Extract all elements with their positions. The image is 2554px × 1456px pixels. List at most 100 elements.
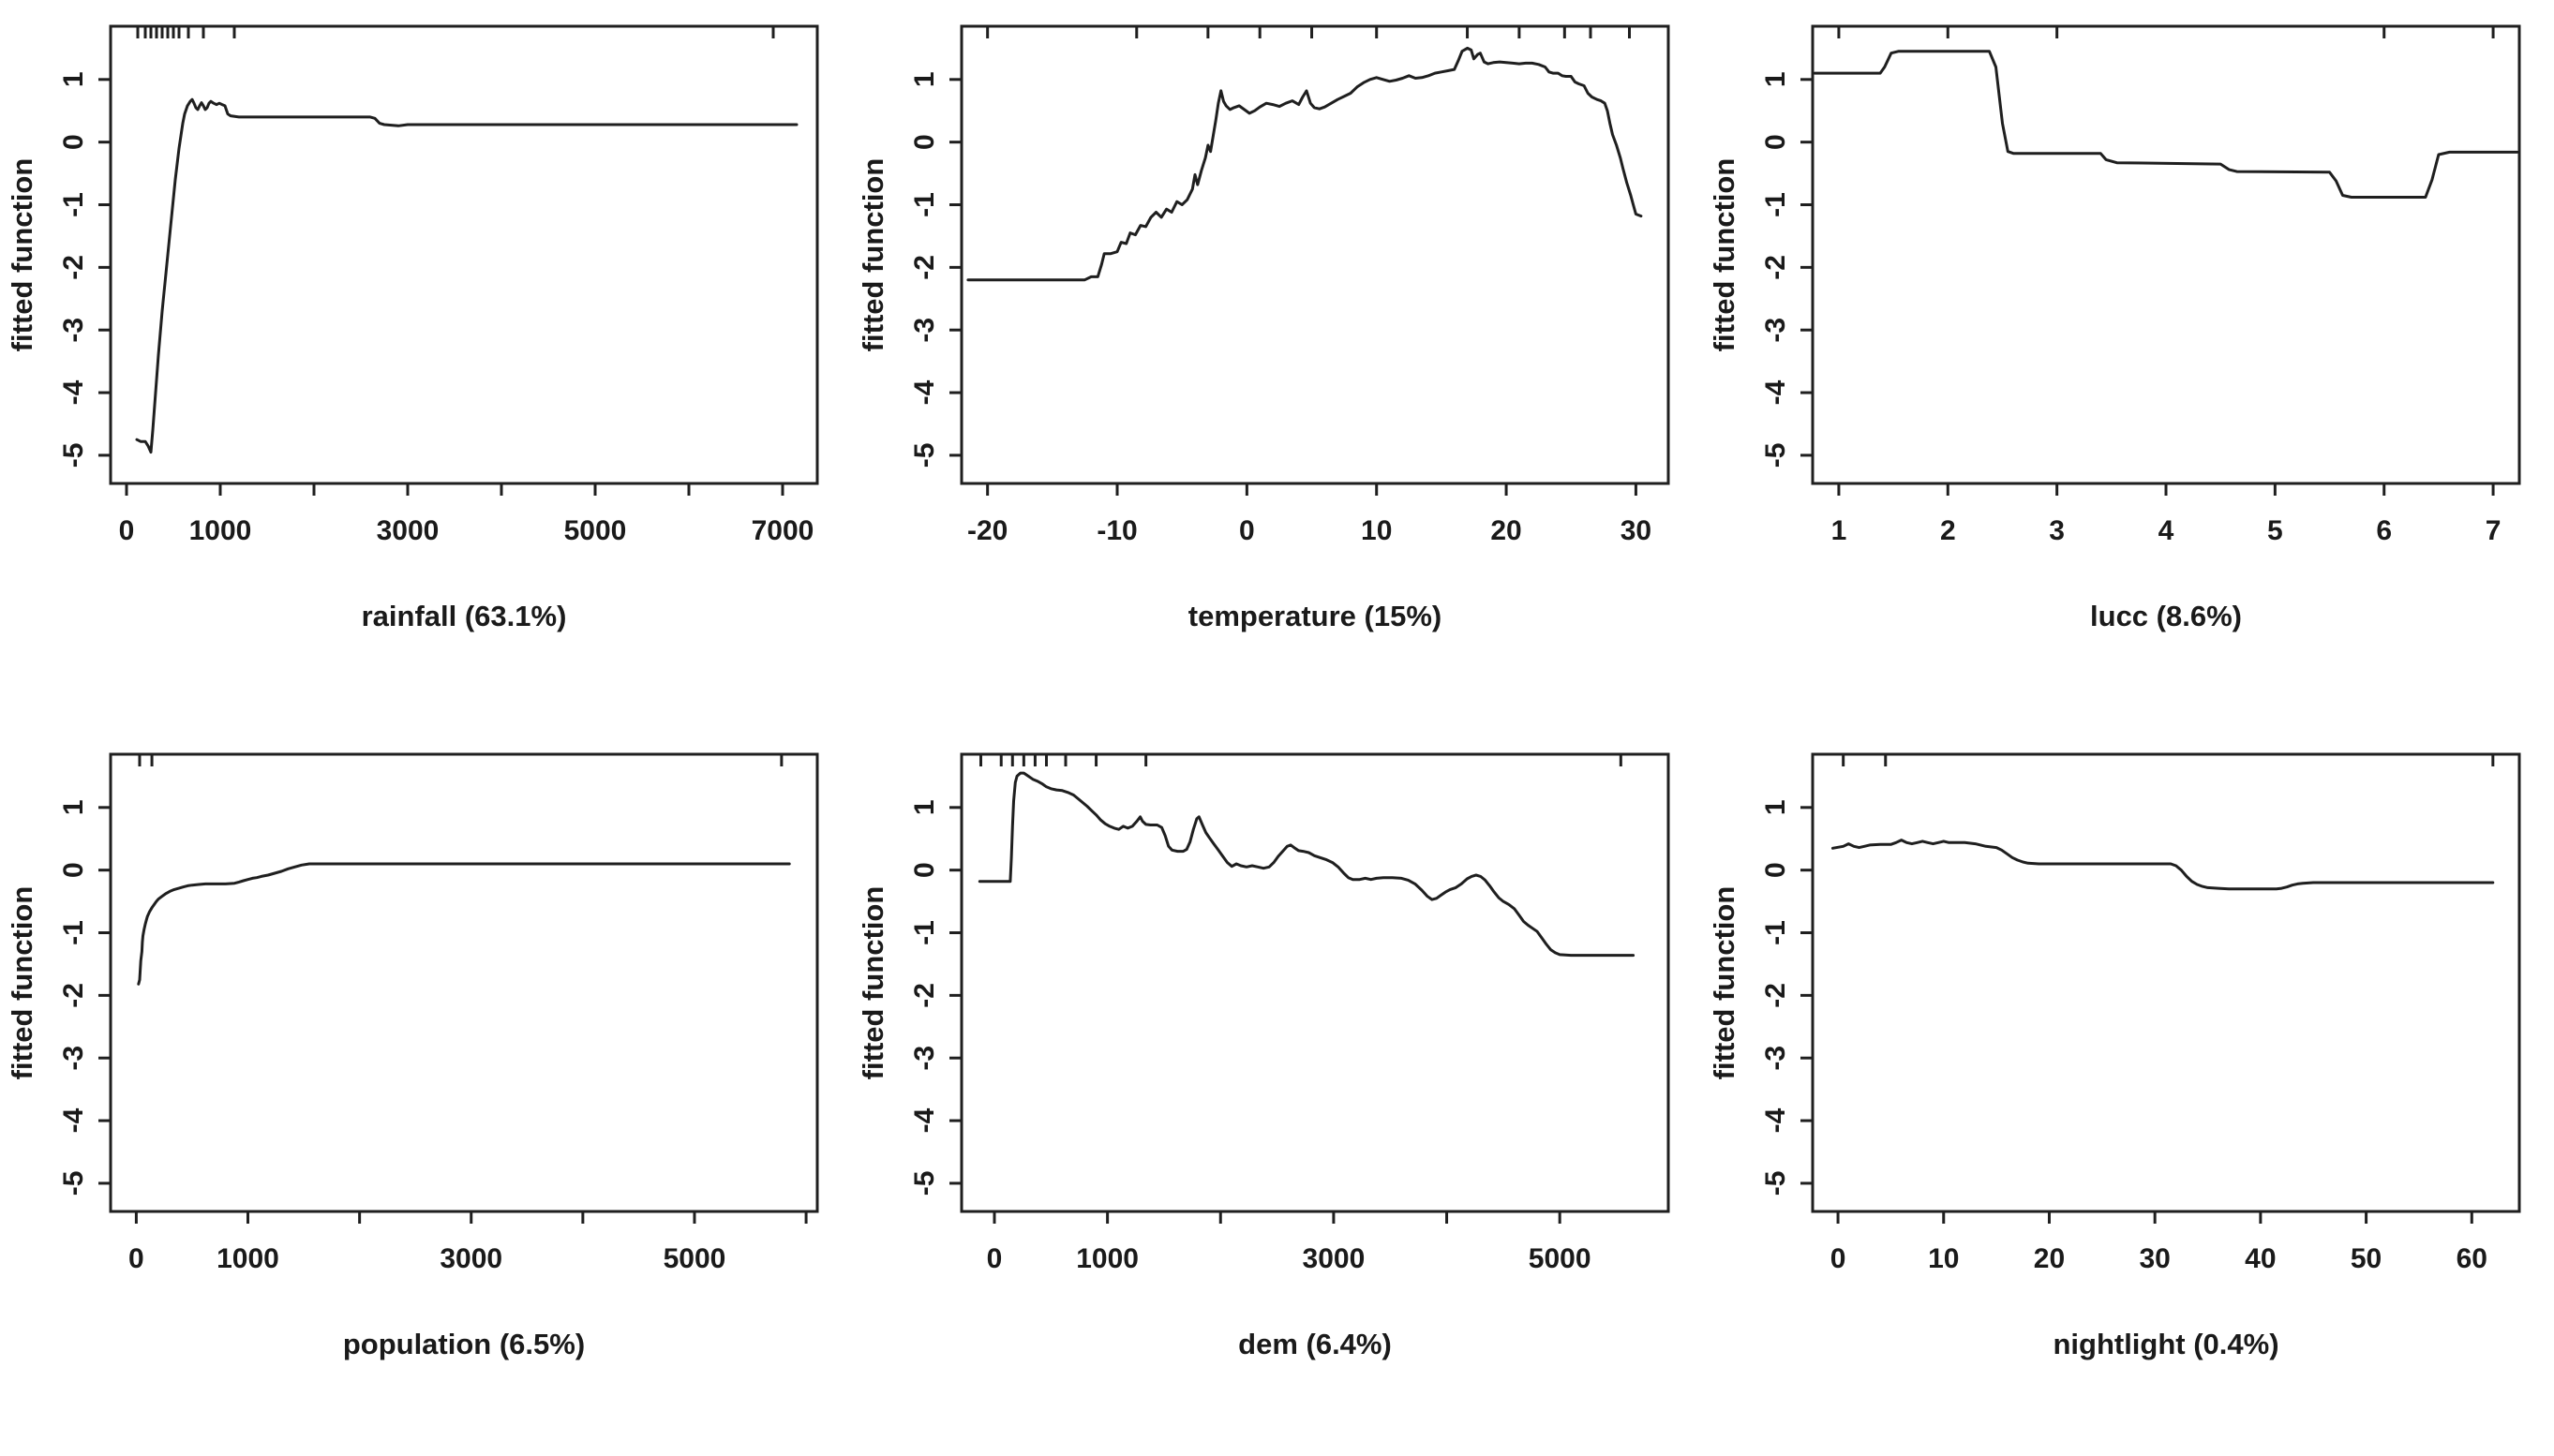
- x-tick-label: 1000: [1076, 1243, 1139, 1274]
- y-tick-label: -4: [58, 1107, 89, 1133]
- fitted-function-curve: [135, 97, 799, 454]
- y-tick-label: -5: [1760, 1171, 1791, 1196]
- y-tick-label: 0: [909, 134, 940, 150]
- x-tick-label: 0: [119, 515, 135, 546]
- plot-box: [109, 24, 819, 485]
- y-tick-label: -1: [909, 192, 940, 217]
- y-axis-label: fitted function: [857, 158, 889, 352]
- y-tick-label: 1: [909, 71, 940, 87]
- y-tick-label: -2: [909, 255, 940, 280]
- subplot-svg-dem: 0 1000 3000 5000 1 0 -1 -2 -3 -4 -5 dem (6.4%) fitte…: [857, 752, 1670, 1360]
- x-tick-label: 20: [1490, 515, 1521, 546]
- x-axis-label: nightlight (0.4%): [2053, 1328, 2278, 1360]
- x-tick-label: 3: [2049, 515, 2065, 546]
- y-tick-label: -2: [58, 983, 89, 1008]
- y-tick-label: 0: [1760, 134, 1791, 150]
- y-tick-label: -3: [1760, 318, 1791, 343]
- x-tick-label: 1000: [217, 1243, 279, 1274]
- y-tick-label: 1: [58, 799, 89, 815]
- y-axis-label: fitted function: [6, 158, 38, 352]
- y-tick-label: -5: [1760, 443, 1791, 468]
- plot-box: [960, 24, 1670, 485]
- x-tick-label: 5000: [1529, 1243, 1591, 1274]
- x-axis-label: rainfall (63.1%): [362, 600, 567, 632]
- x-tick-label: 3000: [440, 1243, 502, 1274]
- y-tick-label: -4: [909, 1107, 940, 1133]
- x-tick-label: 50: [2351, 1243, 2382, 1274]
- y-tick-label: -4: [58, 379, 89, 405]
- plot-box: [960, 752, 1670, 1213]
- x-tick-label: 7: [2486, 515, 2502, 546]
- y-tick-label: 1: [1760, 71, 1791, 87]
- y-axis-label: fitted function: [857, 886, 889, 1080]
- y-tick-label: -3: [909, 318, 940, 343]
- x-tick-label: 30: [2139, 1243, 2170, 1274]
- x-tick-label: 30: [1621, 515, 1651, 546]
- y-tick-label: -1: [1760, 920, 1791, 945]
- y-tick-label: 1: [1760, 799, 1791, 815]
- x-tick-label: 1: [1831, 515, 1847, 546]
- y-tick-label: -4: [1760, 1107, 1791, 1133]
- subplot-lucc: 1 2 3 4 5 6 7 1 0 -1 -2 -3 -4 -5 lucc (8.6%) fitted fun…: [1702, 0, 2553, 728]
- y-tick-label: -2: [909, 983, 940, 1008]
- y-tick-label: 0: [58, 134, 89, 150]
- y-tick-label: -4: [1760, 379, 1791, 405]
- x-tick-label: 0: [128, 1243, 144, 1274]
- x-tick-label: 0: [987, 1243, 1003, 1274]
- y-tick-label: -5: [58, 1171, 89, 1196]
- y-tick-label: -2: [1760, 983, 1791, 1008]
- y-tick-label: -1: [58, 192, 89, 217]
- x-axis-label: population (6.5%): [343, 1328, 585, 1360]
- y-tick-label: -5: [58, 443, 89, 468]
- y-tick-label: -3: [1760, 1046, 1791, 1071]
- fitted-function-curve: [1813, 50, 2519, 199]
- x-tick-label: 5: [2267, 515, 2283, 546]
- x-tick-label: 7000: [752, 515, 814, 546]
- x-axis-label: lucc (8.6%): [2090, 600, 2242, 632]
- x-tick-label: 0: [1239, 515, 1255, 546]
- y-tick-label: -3: [58, 318, 89, 343]
- y-tick-label: 1: [58, 71, 89, 87]
- x-tick-label: 3000: [377, 515, 440, 546]
- y-tick-label: -5: [909, 1171, 940, 1196]
- subplot-svg-population: 0 1000 3000 5000 1 0 -1 -2 -3 -4 -5 population (6.5…: [6, 752, 819, 1360]
- x-tick-label: 5000: [564, 515, 627, 546]
- x-tick-label: 10: [1361, 515, 1392, 546]
- x-axis-label: temperature (15%): [1188, 600, 1441, 632]
- plot-box: [1811, 752, 2521, 1213]
- subplot-dem: 0 1000 3000 5000 1 0 -1 -2 -3 -4 -5 dem (6.4%) fitte…: [851, 728, 1702, 1456]
- y-tick-label: -1: [1760, 192, 1791, 217]
- y-tick-label: -4: [909, 379, 940, 405]
- x-tick-label: 4: [2158, 515, 2174, 546]
- subplot-svg-lucc: 1 2 3 4 5 6 7 1 0 -1 -2 -3 -4 -5 lucc (8.6%) fitted fun…: [1708, 24, 2521, 632]
- subplot-population: 0 1000 3000 5000 1 0 -1 -2 -3 -4 -5 population (6.5…: [0, 728, 851, 1456]
- y-axis-label: fitted function: [1708, 158, 1740, 352]
- subplot-rainfall: 0 1000 3000 5000 7000 1 0 -1 -2 -3 -4 -5 rainfall (6…: [0, 0, 851, 728]
- x-tick-label: 1000: [189, 515, 252, 546]
- fitted-function-curve: [137, 862, 791, 986]
- x-tick-label: 0: [1830, 1243, 1846, 1274]
- y-tick-label: 1: [909, 799, 940, 815]
- subplot-svg-rainfall: 0 1000 3000 5000 7000 1 0 -1 -2 -3 -4 -5 rainfall (6…: [6, 24, 819, 632]
- x-tick-label: 5000: [664, 1243, 726, 1274]
- y-tick-label: -3: [909, 1046, 940, 1071]
- x-tick-label: 10: [1928, 1243, 1959, 1274]
- subplot-temperature: -20 -10 0 10 20 30 1 0 -1 -2 -3 -4 -5 temperature (15…: [851, 0, 1702, 728]
- y-tick-label: -1: [58, 920, 89, 945]
- x-tick-label: 20: [2034, 1243, 2065, 1274]
- y-axis-label: fitted function: [1708, 886, 1740, 1080]
- y-tick-label: -2: [1760, 255, 1791, 280]
- subplot-nightlight: 0 10 20 30 40 50 60 1 0 -1 -2 -3 -4 -5 nightlight (0.4…: [1702, 728, 2553, 1456]
- x-tick-label: 3000: [1303, 1243, 1366, 1274]
- x-tick-label: 40: [2245, 1243, 2276, 1274]
- y-tick-label: 0: [58, 862, 89, 878]
- x-tick-label: -10: [1097, 515, 1137, 546]
- y-tick-label: -3: [58, 1046, 89, 1071]
- x-tick-label: 2: [1940, 515, 1956, 546]
- y-tick-label: -5: [909, 443, 940, 468]
- x-axis-label: dem (6.4%): [1238, 1328, 1392, 1360]
- y-tick-label: -2: [58, 255, 89, 280]
